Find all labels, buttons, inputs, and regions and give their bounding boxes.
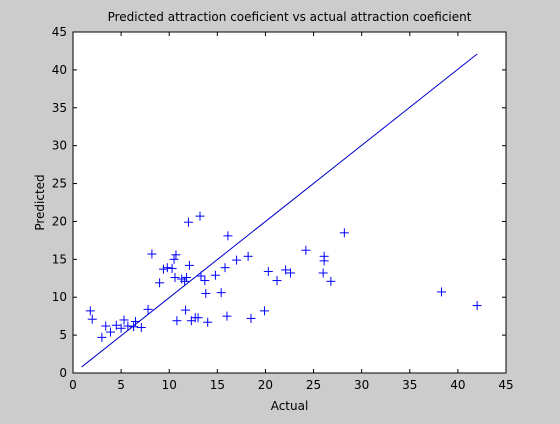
data-point [123, 321, 133, 331]
data-point [171, 250, 181, 260]
data-point [232, 255, 242, 265]
y-tick-label: 40 [52, 63, 67, 77]
data-point [259, 306, 269, 316]
fit-line [81, 53, 478, 368]
x-tick-label: 0 [69, 378, 77, 392]
data-point [183, 217, 193, 227]
data-point [326, 276, 336, 286]
data-points [85, 211, 482, 342]
data-point [318, 268, 328, 278]
y-tick-label: 15 [52, 252, 67, 266]
data-point [170, 273, 180, 283]
fit-line-group [81, 53, 478, 368]
data-point [101, 321, 111, 331]
data-point [129, 322, 139, 332]
data-point [167, 263, 177, 273]
y-tick-label: 30 [52, 139, 67, 153]
x-axis-ticks: 0 5 10 15 20 25 30 35 40 45 [69, 32, 514, 392]
x-tick-label: 5 [117, 378, 125, 392]
data-point [158, 264, 168, 274]
data-point [85, 306, 95, 316]
data-point [301, 245, 311, 255]
y-tick-label: 45 [52, 25, 67, 39]
data-point [272, 276, 282, 286]
data-point [87, 314, 97, 324]
data-point [111, 320, 121, 330]
data-point [220, 263, 230, 273]
data-point [216, 288, 226, 298]
x-tick-label: 45 [498, 378, 513, 392]
data-point [200, 276, 210, 286]
y-tick-label: 5 [59, 328, 67, 342]
y-tick-label: 20 [52, 214, 67, 228]
data-point [223, 231, 233, 241]
data-point [281, 265, 291, 275]
data-point [196, 271, 206, 281]
y-tick-label: 10 [52, 290, 67, 304]
data-point [263, 266, 273, 276]
data-point [210, 270, 220, 280]
data-point [143, 304, 153, 314]
x-tick-label: 25 [306, 378, 321, 392]
data-point [119, 315, 129, 325]
x-tick-label: 15 [210, 378, 225, 392]
data-point [184, 260, 194, 270]
x-tick-label: 10 [162, 378, 177, 392]
data-point [222, 311, 232, 321]
data-point [180, 276, 190, 286]
data-point [319, 251, 329, 261]
x-tick-label: 30 [354, 378, 369, 392]
chart-title: Predicted attraction coeficient vs actua… [108, 10, 472, 24]
y-tick-label: 25 [52, 177, 67, 191]
data-point [285, 268, 295, 278]
data-point [195, 211, 205, 221]
data-point [339, 228, 349, 238]
y-axis-ticks: 0 5 10 15 20 25 30 35 40 45 [52, 25, 506, 380]
x-axis-label: Actual [271, 399, 309, 413]
y-tick-label: 35 [52, 101, 67, 115]
data-point [437, 287, 447, 297]
x-tick-label: 40 [450, 378, 465, 392]
data-point [181, 305, 191, 315]
data-point [172, 316, 182, 326]
data-point [162, 263, 172, 273]
data-point [147, 249, 157, 259]
y-axis-label: Predicted [33, 174, 47, 230]
data-point [243, 251, 253, 261]
data-point [131, 316, 141, 326]
x-tick-label: 20 [258, 378, 273, 392]
data-point [203, 317, 213, 327]
data-point [193, 313, 203, 323]
data-point [201, 288, 211, 298]
data-point [106, 327, 116, 337]
data-point [116, 323, 126, 333]
data-point [136, 323, 146, 333]
y-tick-label: 0 [59, 366, 67, 380]
data-point [97, 332, 107, 342]
data-point [472, 301, 482, 311]
data-point [155, 278, 165, 288]
data-point [182, 273, 192, 283]
x-tick-label: 35 [402, 378, 417, 392]
data-point [169, 254, 179, 264]
data-point [246, 313, 256, 323]
